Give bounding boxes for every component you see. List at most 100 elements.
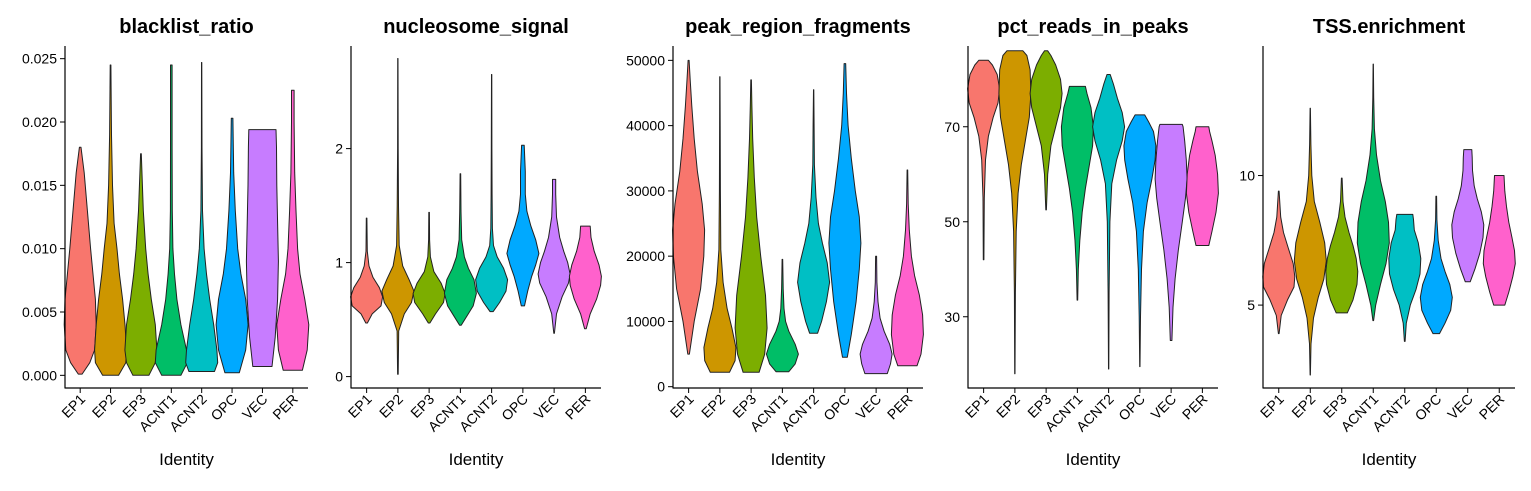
violin-ep3 (1325, 177, 1359, 314)
violin-per (1185, 126, 1219, 246)
violin-opc (828, 63, 862, 358)
violin-ep3 (1029, 50, 1063, 211)
y-tick-label: 0.010 (22, 241, 57, 257)
violin-per (1482, 175, 1516, 306)
x-tick-label-opc: OPC (498, 391, 531, 424)
violin-per (568, 225, 602, 330)
y-tick-label: 0.015 (22, 177, 57, 193)
x-tick-label-per: PER (1179, 391, 1211, 423)
violin-ep2 (998, 50, 1032, 375)
x-tick-label-ep1: EP1 (1257, 391, 1287, 421)
panel-title: peak_region_fragments (685, 16, 911, 38)
panel-peak-region-fragments: peak_region_fragments 0 10000 20000 30000 400… (626, 16, 924, 469)
x-axis-label: Identity (159, 450, 214, 469)
x-axis-label: Identity (449, 450, 504, 469)
violin-per (890, 169, 924, 367)
violin-ep3 (124, 153, 158, 376)
violin-acnt2 (475, 74, 509, 313)
violin-opc (215, 117, 249, 374)
violin-vec (245, 129, 279, 367)
y-tick-label: 1 (335, 255, 343, 271)
y-tick-label: 0.025 (22, 51, 57, 67)
x-tick-label-opc: OPC (1412, 391, 1445, 424)
violin-acnt1 (1060, 85, 1094, 301)
y-tick-label: 20000 (626, 248, 665, 264)
x-tick-label-vec: VEC (239, 391, 271, 423)
x-tick-label-ep1: EP1 (345, 391, 375, 421)
x-tick-label-opc: OPC (820, 391, 853, 424)
panel-blacklist-ratio: blacklist_ratio 0.000 0.005 0.010 0.015 0.020… (22, 16, 310, 469)
y-tick-label: 50000 (626, 52, 665, 68)
x-axis-label: Identity (1066, 450, 1121, 469)
violin-opc (1419, 195, 1453, 335)
y-tick-label: 0.020 (22, 114, 57, 130)
y-tick-label: 10 (1239, 168, 1255, 184)
violin-ep1 (672, 59, 706, 355)
x-tick-label-opc: OPC (1115, 391, 1148, 424)
x-tick-label-ep2: EP2 (376, 391, 406, 421)
x-tick-label-ep2: EP2 (89, 391, 119, 421)
x-tick-label-ep2: EP2 (993, 391, 1023, 421)
violin-ep2 (94, 64, 128, 376)
y-tick-label: 0 (335, 369, 343, 385)
y-tick-label: 0 (657, 379, 665, 395)
violin-ep1 (1262, 190, 1296, 335)
y-tick-label: 5 (1247, 297, 1255, 313)
x-tick-label-per: PER (1476, 391, 1508, 423)
y-tick-label: 40000 (626, 118, 665, 134)
violin-acnt1 (1356, 63, 1390, 322)
violin-ep2 (1293, 107, 1327, 376)
violin-ep3 (734, 79, 768, 373)
violin-ep1 (63, 146, 97, 375)
x-tick-label-per: PER (269, 391, 301, 423)
violin-acnt2 (1092, 74, 1126, 370)
violin-vec (537, 178, 571, 334)
panel-title: pct_reads_in_peaks (997, 16, 1188, 38)
y-tick-label: 2 (335, 141, 343, 157)
panel-title: TSS.enrichment (1313, 16, 1466, 38)
x-tick-label-vec: VEC (1444, 391, 1476, 423)
x-tick-label-per: PER (562, 391, 594, 423)
violin-ep2 (703, 76, 737, 373)
y-tick-label: 50 (944, 214, 960, 230)
panel-title: blacklist_ratio (119, 16, 254, 38)
violin-acnt2 (185, 62, 219, 372)
x-axis-label: Identity (1362, 450, 1417, 469)
violin-ep1 (967, 59, 1001, 261)
x-tick-label-ep1: EP1 (58, 391, 88, 421)
violin-acnt2 (797, 89, 831, 334)
x-tick-label-vec: VEC (853, 391, 885, 423)
violin-ep2 (381, 58, 415, 375)
violin-per (276, 89, 310, 371)
violin-acnt1 (443, 173, 477, 326)
violin-ep3 (412, 211, 446, 324)
x-tick-label-opc: OPC (207, 391, 240, 424)
x-tick-label-ep2: EP2 (1288, 391, 1318, 421)
x-tick-label-vec: VEC (531, 391, 563, 423)
violin-acnt2 (1388, 213, 1422, 342)
x-tick-label-vec: VEC (1148, 391, 1180, 423)
y-tick-label: 0.000 (22, 367, 57, 383)
y-tick-label: 0.005 (22, 304, 57, 320)
y-tick-label: 30 (944, 309, 960, 325)
y-tick-label: 10000 (626, 313, 665, 329)
violin-ep1 (350, 217, 384, 324)
x-axis-label: Identity (771, 450, 826, 469)
violin-opc (506, 144, 540, 307)
violin-vec (1451, 149, 1485, 283)
violin-vec (1154, 123, 1188, 341)
violin-acnt1 (154, 64, 188, 376)
panel-title: nucleosome_signal (383, 16, 569, 38)
violin-vec (859, 255, 893, 375)
y-tick-label: 30000 (626, 183, 665, 199)
x-tick-label-ep1: EP1 (962, 391, 992, 421)
violin-acnt1 (765, 258, 799, 373)
x-tick-label-ep1: EP1 (667, 391, 697, 421)
x-tick-label-per: PER (884, 391, 916, 423)
y-tick-label: 70 (944, 119, 960, 135)
